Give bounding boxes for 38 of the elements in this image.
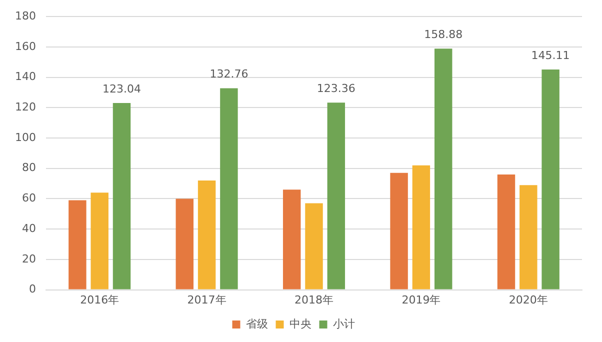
legend-label: 小计	[332, 317, 355, 330]
bar	[390, 172, 408, 290]
y-tick-label: 100	[14, 130, 36, 144]
bar	[497, 174, 516, 290]
bar	[434, 48, 452, 290]
x-tick-label: 2018年	[294, 293, 334, 306]
bar	[520, 185, 538, 290]
x-tick-label: 2019年	[402, 293, 441, 306]
bar	[176, 198, 194, 290]
data-label: 132.76	[210, 68, 248, 81]
bar	[327, 102, 346, 290]
x-tick-label: 2020年	[508, 293, 548, 306]
y-tick-label: 60	[22, 192, 36, 205]
y-tick-label: 120	[14, 100, 36, 114]
y-tick-label: 20	[22, 252, 36, 266]
bar	[68, 200, 86, 290]
legend-label: 省级	[246, 317, 268, 330]
bar	[282, 190, 301, 290]
bar	[90, 192, 108, 290]
data-label: 123.04	[102, 82, 141, 96]
bar	[542, 70, 560, 290]
x-tick-label: 2016年	[80, 293, 120, 306]
y-tick-label: 180	[14, 9, 36, 22]
data-label: 158.88	[424, 28, 463, 42]
bar	[220, 88, 238, 290]
y-tick-label: 40	[22, 222, 36, 235]
y-tick-label: 140	[14, 70, 36, 84]
y-tick-label: 160	[14, 40, 36, 53]
x-tick-label: 2017年	[187, 293, 226, 306]
legend-label: 中央	[289, 317, 312, 330]
bar	[412, 165, 430, 290]
bar	[305, 203, 323, 290]
data-label: 123.36	[316, 82, 356, 95]
bar	[198, 180, 216, 290]
y-tick-label: 80	[22, 161, 36, 174]
data-label: 145.11	[531, 48, 570, 62]
y-tick-label: 0	[28, 282, 36, 296]
bar	[112, 103, 131, 290]
